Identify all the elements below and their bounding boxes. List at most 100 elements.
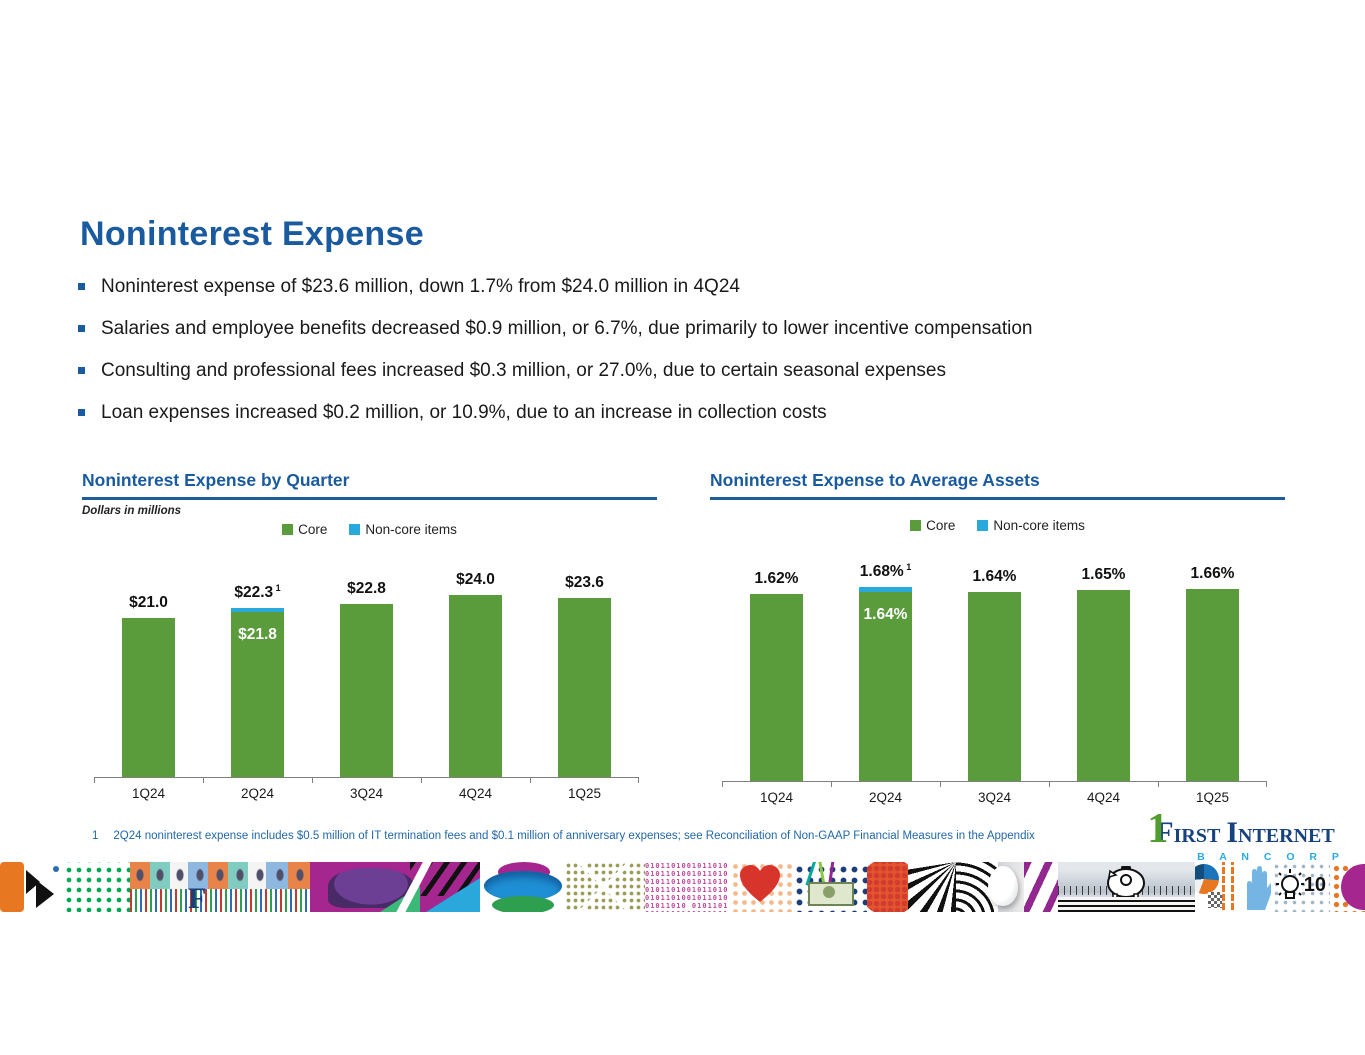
bar-core-segment [1186, 589, 1239, 781]
x-axis-label: 1Q24 [131, 786, 166, 801]
axis-tick [722, 781, 723, 787]
bullet-text: Loan expenses increased $0.2 million, or… [101, 402, 827, 423]
currency-collage-graphic: F [130, 862, 310, 912]
x-axis-labels: 1Q24 2Q24 3Q24 4Q24 1Q25 [94, 786, 639, 801]
bar-chart: 1.62% 1.68% 1 1.64% 1.64% 1.65% 1.66% [722, 558, 1267, 787]
bar-core-segment [449, 594, 502, 777]
bar-total-label: 1.65% [1081, 566, 1126, 584]
x-axis-label: 4Q24 [458, 786, 493, 801]
legend-entry: Core [282, 522, 327, 537]
chart-panel-expense-to-average-assets: Noninterest Expense to Average Assets Co… [710, 470, 1285, 805]
bar-total-label: 1.66% [1190, 565, 1235, 583]
x-axis-label: 1Q25 [1195, 790, 1230, 805]
blue-dot-icon [53, 866, 59, 872]
bullet-item: Salaries and employee benefits decreased… [78, 318, 1308, 340]
bar-core-segment [1077, 590, 1130, 781]
polkadot-money-graphic [792, 862, 867, 912]
legend-swatch-icon [282, 524, 294, 535]
first-internet-bancorp-logo: 1 First Internet B A N C O R P [1134, 808, 1348, 863]
logo-bancorp-label: B A N C O R P [1197, 851, 1345, 863]
axis-tick [1158, 781, 1159, 787]
axis-tick [1266, 781, 1267, 787]
pinstripes-graphic [130, 889, 310, 912]
bullet-item: Consulting and professional fees increas… [78, 360, 1308, 382]
legend-swatch-icon [977, 520, 989, 531]
bill-seal [823, 886, 835, 898]
legend-label: Core [298, 522, 328, 537]
logo-word-first: First [1155, 816, 1221, 849]
orange-dots-magenta-graphic [1330, 862, 1365, 912]
legend-label: Core [926, 518, 956, 533]
bill-portraits-graphic [130, 862, 310, 889]
bar-core-segment [968, 591, 1021, 781]
orange-block-graphic [0, 862, 24, 912]
bar-total-label: $24.0 [456, 570, 495, 588]
legend-entry: Non-core items [349, 522, 457, 537]
bar-core-segment [340, 604, 393, 777]
binary-pattern-graphic: 0101101001011010010110100101101001011010… [645, 862, 731, 912]
halftone-fan-graphic [867, 862, 956, 912]
checker-pattern [1208, 892, 1222, 908]
hand-icon [1247, 866, 1271, 910]
hand-graphic [1240, 862, 1272, 912]
striped-rail [1058, 897, 1195, 912]
green-ellipse [492, 896, 554, 912]
x-axis-label: 1Q24 [759, 790, 794, 805]
axis-tick [1049, 781, 1050, 787]
bar-total-label: $22.8 [347, 580, 386, 598]
bar-core-segment [122, 617, 175, 777]
bullet-square-icon [78, 325, 85, 332]
bullet-text: Salaries and employee benefits decreased… [101, 318, 1033, 339]
footnote: 1 2Q24 noninterest expense includes $0.5… [92, 830, 1092, 842]
bar-noncore-segment [231, 607, 284, 612]
black-ray-fan [908, 862, 956, 912]
bullet-text: Consulting and professional fees increas… [101, 360, 946, 381]
x-axis-label: 4Q24 [1086, 790, 1121, 805]
axis-tick [530, 777, 531, 783]
bar-core-segment [750, 593, 803, 781]
axis-tick [312, 777, 313, 783]
legend-label: Non-core items [993, 518, 1085, 533]
bar-total-label: 1.68% 1 [859, 561, 912, 580]
purple-slashes-graphic [1024, 862, 1058, 912]
logo-wordmark: 1 First Internet [1134, 808, 1348, 850]
x-axis-label: 3Q24 [349, 786, 384, 801]
legend-entry: Core [910, 518, 955, 533]
axis-tick [421, 777, 422, 783]
chart-legend: Core Non-core items [82, 522, 657, 537]
legend-swatch-icon [349, 524, 361, 535]
bar-total-label: $21.0 [129, 593, 168, 611]
chart-units-label: Dollars in millions [82, 505, 182, 517]
bullet-item: Loan expenses increased $0.2 million, or… [78, 402, 1308, 424]
footnote-superscript: 1 [273, 582, 281, 593]
ruler-piggybank-graphic [1058, 862, 1195, 912]
egg-shape [988, 866, 1018, 906]
x-axis-label: 2Q24 [868, 790, 903, 805]
bullet-text: Noninterest expense of $23.6 million, do… [101, 276, 740, 297]
heart-icon [740, 865, 780, 902]
axis-tick [203, 777, 204, 783]
x-axis-label: 1Q25 [567, 786, 602, 801]
bar-total-label: $23.6 [565, 573, 604, 591]
bullet-square-icon [78, 409, 85, 416]
arcs-and-egg-graphic [956, 862, 1024, 912]
pie-checker-graphic [1195, 862, 1222, 912]
pie-chart-icon [1195, 864, 1219, 894]
chart-title: Noninterest Expense by Quarter [82, 470, 657, 500]
green-dot-grid-graphic [62, 862, 130, 912]
halftone-heart-graphic [731, 862, 792, 912]
logo-word-internet: Internet [1226, 816, 1335, 849]
legend-label: Non-core items [365, 522, 457, 537]
x-axis-label: 2Q24 [240, 786, 275, 801]
piggy-bank-icon [1107, 866, 1145, 899]
bullet-square-icon [78, 283, 85, 290]
axis-tick [940, 781, 941, 787]
page-number: 10 [1303, 874, 1326, 896]
axis-tick [831, 781, 832, 787]
bullet-list: Noninterest expense of $23.6 million, do… [78, 276, 1308, 444]
legend-entry: Non-core items [977, 518, 1085, 533]
bar-total-label: $22.3 1 [234, 582, 281, 601]
bullet-item: Noninterest expense of $23.6 million, do… [78, 276, 1308, 298]
bar-inside-label: $21.8 [238, 625, 277, 643]
